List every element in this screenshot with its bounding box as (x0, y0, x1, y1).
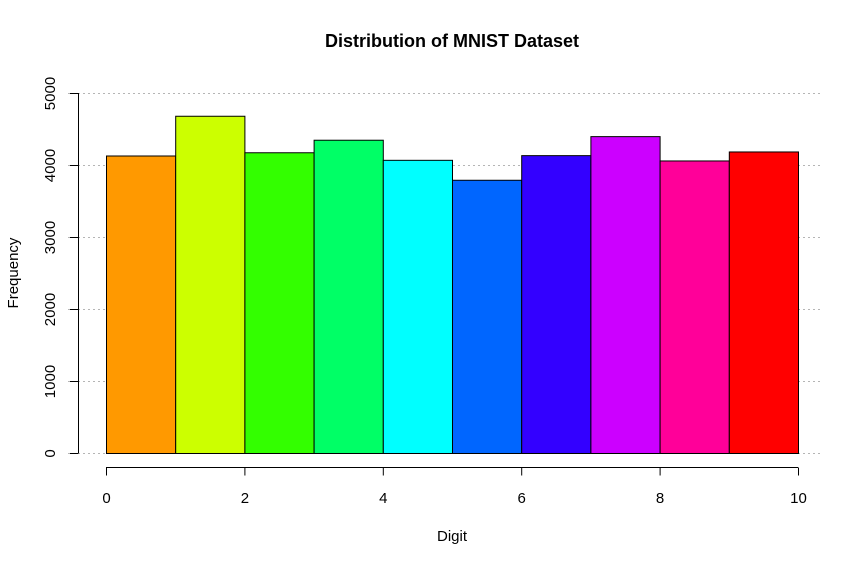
x-tick-label-2: 2 (241, 490, 249, 507)
x-tick-label-8: 8 (656, 490, 664, 507)
bar-bin-3 (313, 139, 384, 454)
x-tick-label-0: 0 (102, 490, 110, 507)
bars (106, 115, 799, 455)
y-tick-label-5000: 5000 (42, 77, 59, 110)
y-tick-label-2000: 2000 (42, 293, 59, 326)
y-tick-label-4000: 4000 (42, 149, 59, 182)
bar-bin-7 (590, 136, 661, 455)
x-tick-label-6: 6 (518, 490, 526, 507)
y-tick-label-3000: 3000 (42, 221, 59, 254)
y-tick-label-1000: 1000 (42, 365, 59, 398)
y-tick-label-0: 0 (42, 449, 59, 457)
x-axis-label: Digit (437, 528, 468, 545)
bar-bin-0 (106, 155, 177, 454)
bar-bin-1 (175, 115, 246, 454)
bar-bin-6 (521, 155, 592, 455)
chart-title: Distribution of MNIST Dataset (325, 31, 579, 51)
bar-bin-9 (728, 151, 799, 455)
y-axis-label: Frequency (5, 237, 22, 308)
x-tick-label-4: 4 (379, 490, 387, 507)
bar-bin-2 (244, 152, 315, 454)
axes: 0 1000 2000 3000 4000 5000 0 2 4 6 8 10 (42, 77, 807, 507)
bar-bin-4 (382, 159, 453, 454)
bar-bin-5 (452, 179, 523, 454)
bar-bin-8 (659, 160, 730, 455)
x-tick-label-10: 10 (790, 490, 807, 507)
